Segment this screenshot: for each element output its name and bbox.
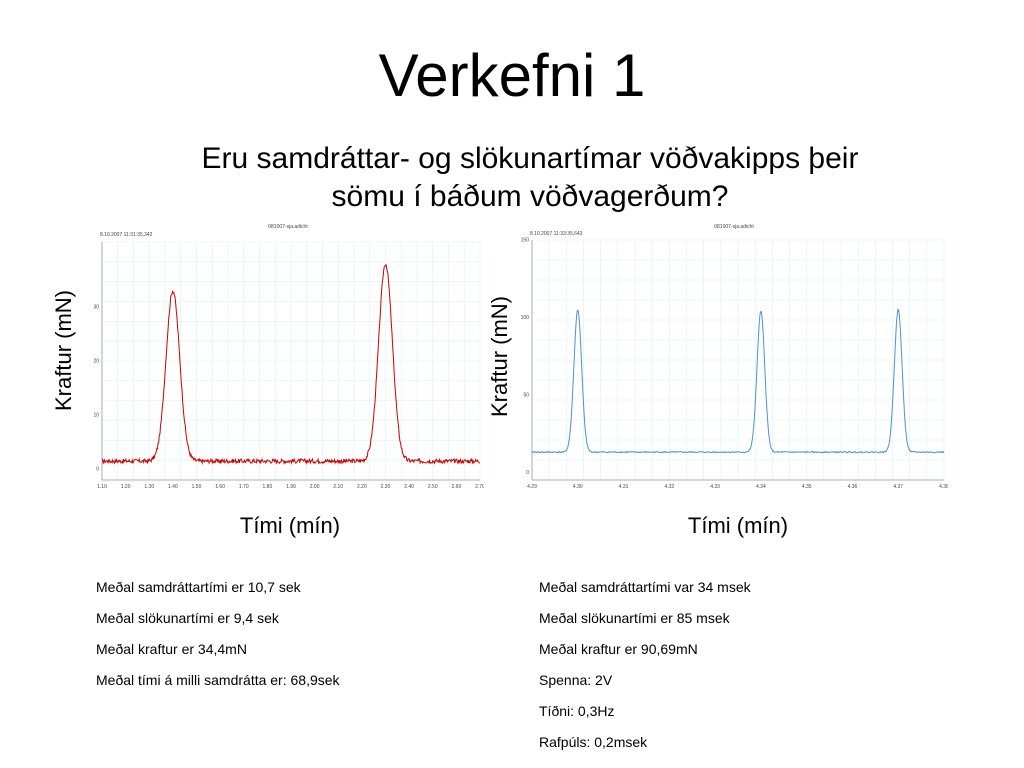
stat-line: Meðal samdráttartími er 10,7 sek [96, 579, 301, 595]
x-tick-label: 1.60 [215, 484, 225, 490]
right-force-trace [531, 308, 945, 454]
slide-title: Verkefni 1 [378, 42, 646, 109]
stat-line: Meðal kraftur er 34,4mN [96, 641, 247, 657]
left-xlabel: Tími (mín) [239, 513, 341, 538]
left-force-trace [101, 264, 481, 466]
stat-line: Meðal slökunartími er 85 msek [539, 610, 730, 626]
x-tick-label: 4.32 [664, 484, 674, 490]
x-tick-label: 4.33 [710, 484, 720, 490]
subtitle-line-2: sömu í báðum vöðvagerðum? [331, 180, 729, 213]
right-chart-header: 081007-sja.adicht [714, 224, 754, 230]
subtitle-line-1: Eru samdráttar- og slökunartímar vöðvaki… [201, 142, 859, 175]
x-tick-label: 1.50 [192, 484, 202, 490]
x-tick-label: 1.40 [168, 484, 178, 490]
right-force-chart-svg: 081007-sja.adicht 8.10.2007 11:33:35,643… [521, 224, 948, 490]
x-tick-label: 2.10 [333, 484, 343, 490]
right-force-chart: 081007-sja.adicht 8.10.2007 11:33:35,643… [520, 222, 948, 490]
stat-line: Meðal tími á milli samdrátta er: 68,9sek [96, 672, 340, 688]
left-chart-timestamp: 8.10.2007 11:31:35,342 [100, 232, 153, 238]
y-tick-label: 100 [521, 315, 530, 321]
y-tick-label: 20 [93, 359, 99, 365]
y-tick-label: 150 [521, 238, 530, 244]
stat-line: Rafpúls: 0,2msek [539, 734, 648, 750]
x-tick-label: 1.20 [121, 484, 131, 490]
x-tick-label: 4.37 [893, 484, 903, 490]
right-xlabel: Tími (mín) [687, 513, 789, 538]
left-chart-header: 081007-sja.adicht [268, 224, 308, 230]
left-force-chart-svg: 081007-sja.adicht 8.10.2007 11:31:35,342… [93, 224, 484, 490]
left-stats-list: Meðal samdráttartími er 10,7 sek Meðal sl… [96, 572, 340, 696]
stat-line: Meðal slökunartími er 9,4 sek [96, 610, 279, 626]
x-tick-label: 1.90 [286, 484, 296, 490]
x-tick-label: 2.60 [452, 484, 462, 490]
x-tick-label: 1.30 [144, 484, 154, 490]
x-tick-label: 1.10 [97, 484, 107, 490]
y-tick-label: 30 [93, 304, 99, 310]
x-tick-label: 4.36 [848, 484, 858, 490]
y-tick-label: 50 [523, 392, 529, 398]
x-tick-label: 2.40 [404, 484, 414, 490]
x-tick-label: 4.30 [573, 484, 583, 490]
x-tick-label: 2.70 [475, 484, 484, 490]
stat-line: Spenna: 2V [539, 672, 613, 688]
x-tick-label: 1.80 [263, 484, 273, 490]
y-tick-label: 0 [96, 467, 99, 473]
stat-line: Meðal samdráttartími var 34 msek [539, 579, 751, 595]
x-tick-label: 2.00 [310, 484, 320, 490]
right-ylabel: Kraftur (mN) [487, 296, 512, 417]
x-tick-label: 4.35 [802, 484, 812, 490]
left-force-chart: 081007-sja.adicht 8.10.2007 11:31:35,342… [92, 222, 484, 494]
stat-line: Tíðni: 0,3Hz [539, 703, 615, 719]
y-tick-label: 10 [93, 413, 99, 419]
x-tick-label: 2.50 [428, 484, 438, 490]
x-tick-label: 2.30 [381, 484, 391, 490]
x-tick-label: 4.29 [527, 484, 537, 490]
left-ylabel: Kraftur (mN) [51, 290, 76, 411]
x-tick-label: 4.31 [619, 484, 629, 490]
x-tick-label: 4.34 [756, 484, 766, 490]
right-stats-list: Meðal samdráttartími var 34 msek Meðal sl… [539, 572, 751, 758]
stat-line: Meðal kraftur er 90,69mN [539, 641, 698, 657]
x-tick-label: 2.20 [357, 484, 367, 490]
x-tick-label: 4.38 [939, 484, 948, 490]
y-tick-label: 0 [526, 470, 529, 476]
right-chart-timestamp: 8.10.2007 11:33:35,643 [530, 231, 583, 237]
x-tick-label: 1.70 [239, 484, 249, 490]
slide-subtitle: Eru samdráttar- og slökunartímar vöðvaki… [120, 140, 940, 216]
